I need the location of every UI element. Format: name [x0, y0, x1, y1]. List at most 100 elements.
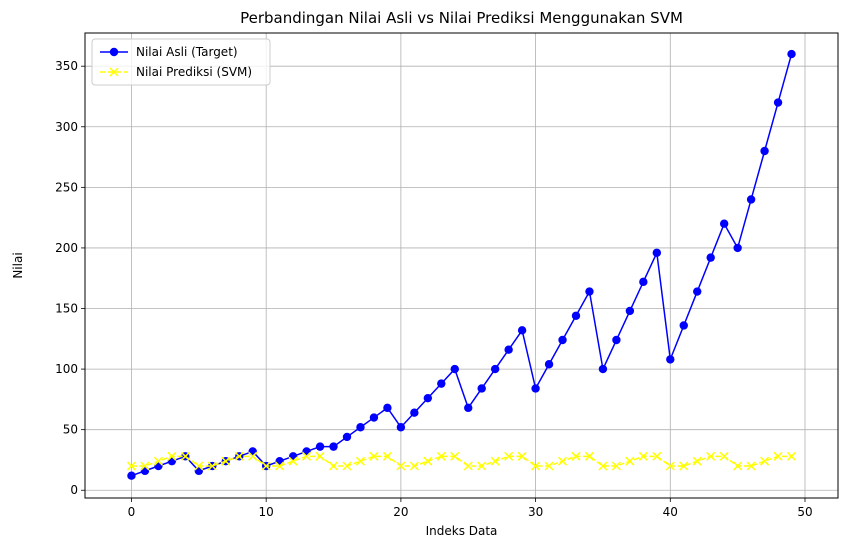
data-point	[126, 461, 137, 471]
data-point	[342, 461, 352, 471]
data-point	[437, 379, 446, 388]
x-tick-label: 10	[259, 505, 274, 519]
data-point	[760, 456, 770, 466]
data-point	[571, 311, 581, 320]
data-point	[638, 451, 648, 461]
y-tick-label: 300	[55, 120, 78, 134]
data-point	[544, 461, 554, 471]
x-tick-label: 0	[128, 505, 136, 519]
series-layer	[126, 49, 797, 480]
series-line	[131, 455, 792, 467]
data-point	[787, 49, 796, 59]
data-point	[464, 403, 473, 413]
data-point	[383, 403, 392, 413]
data-point	[544, 360, 554, 369]
data-point	[382, 451, 392, 461]
data-point	[584, 451, 595, 461]
data-point	[692, 456, 702, 466]
series-line	[131, 53, 793, 477]
data-point	[409, 461, 419, 471]
data-point	[356, 423, 365, 432]
data-point	[625, 456, 635, 466]
data-point	[504, 451, 514, 461]
data-point	[450, 451, 460, 461]
data-point	[194, 461, 204, 471]
data-point	[342, 432, 352, 442]
data-point	[746, 195, 756, 204]
data-point	[585, 287, 594, 296]
data-point	[315, 451, 325, 461]
data-point	[221, 456, 231, 466]
data-point	[665, 461, 675, 471]
data-point	[463, 461, 473, 471]
data-point	[423, 393, 433, 403]
data-point	[180, 451, 190, 461]
data-point	[733, 243, 742, 253]
legend-item: Nilai Asli (Target)	[100, 45, 238, 59]
data-point	[558, 335, 567, 345]
y-tick-label: 50	[63, 423, 78, 437]
y-tick-label: 250	[55, 180, 78, 194]
data-point	[248, 451, 258, 461]
data-point	[234, 451, 244, 461]
data-point	[261, 461, 271, 471]
data-point	[693, 287, 702, 296]
data-point	[598, 461, 608, 471]
data-point	[611, 461, 621, 471]
data-point	[612, 335, 621, 345]
data-point	[329, 442, 338, 451]
chart-title: Perbandingan Nilai Asli vs Nilai Prediks…	[240, 9, 683, 27]
data-point	[490, 456, 500, 466]
data-point	[490, 364, 500, 374]
y-tick-label: 200	[55, 241, 78, 255]
data-point	[477, 384, 486, 393]
data-point	[477, 461, 487, 471]
legend: Nilai Asli (Target) Nilai Prediksi (SVM)	[91, 38, 271, 86]
data-point	[153, 456, 163, 466]
y-tick-label: 150	[55, 302, 78, 316]
data-point	[504, 345, 513, 354]
data-point	[625, 306, 635, 316]
x-tick-label: 40	[663, 505, 678, 519]
data-point	[719, 451, 729, 461]
plot-frame	[84, 32, 839, 499]
data-point	[275, 461, 285, 471]
ticks: 0 10 20 30 40 50 0 50 100 150 200 250 300 350	[55, 59, 813, 519]
data-point	[517, 326, 527, 335]
y-tick-label: 350	[55, 59, 78, 73]
legend-label: Nilai Prediksi (SVM)	[136, 65, 252, 79]
data-point	[746, 461, 756, 471]
legend-box	[91, 38, 271, 86]
data-point	[410, 408, 419, 417]
data-point	[706, 253, 715, 262]
data-point	[571, 451, 581, 461]
series-1	[127, 49, 796, 480]
data-point	[773, 98, 783, 107]
data-point	[127, 471, 136, 480]
x-axis-label: Indeks Data	[426, 524, 498, 538]
data-point	[652, 451, 662, 461]
y-tick-label: 0	[70, 483, 78, 497]
data-point	[706, 451, 716, 461]
y-axis-label: Nilai	[11, 252, 25, 278]
data-point	[369, 413, 379, 422]
data-point	[302, 451, 312, 461]
data-point	[679, 461, 689, 471]
data-point	[786, 451, 797, 461]
data-point	[666, 355, 675, 364]
data-point	[517, 451, 527, 461]
data-point	[773, 451, 783, 461]
legend-label: Nilai Asli (Target)	[136, 45, 238, 59]
x-tick-label: 20	[393, 505, 408, 519]
x-tick-label: 50	[797, 505, 812, 519]
data-point	[760, 146, 769, 156]
data-point	[598, 364, 608, 374]
x-tick-label: 30	[528, 505, 543, 519]
data-point	[436, 451, 446, 461]
data-point	[288, 456, 298, 466]
data-point	[355, 456, 366, 466]
data-point	[531, 384, 540, 393]
data-point	[167, 451, 177, 461]
legend-marker	[109, 67, 119, 77]
data-point	[531, 461, 541, 471]
